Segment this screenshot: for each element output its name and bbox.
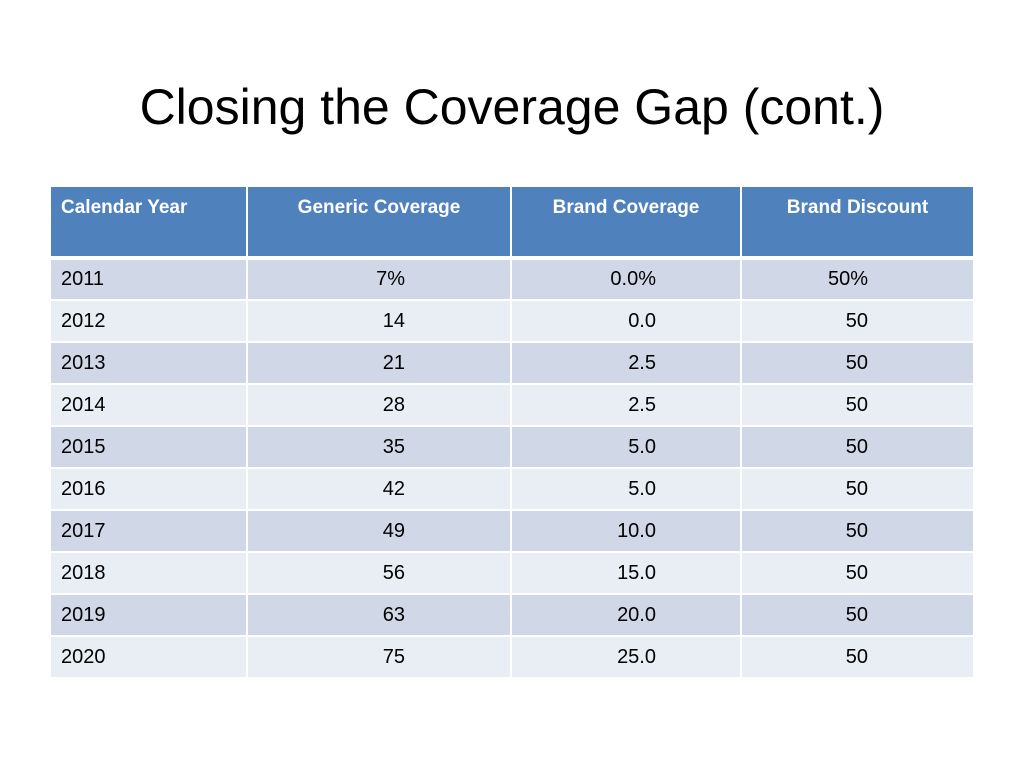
table-row: 2016 42 5.0 50 [51, 468, 973, 511]
cell-generic: 56 [247, 552, 512, 595]
cell-year: 2013 [51, 342, 248, 385]
header-calendar-year: Calendar Year [51, 187, 248, 260]
cell-year: 2018 [51, 552, 248, 595]
cell-generic: 49 [247, 510, 512, 553]
cell-generic: 35 [247, 426, 512, 469]
cell-brand: 20.0 [511, 594, 742, 637]
cell-brand: 5.0 [511, 426, 742, 469]
cell-year: 2011 [51, 258, 248, 301]
cell-discount: 50 [741, 426, 973, 469]
cell-generic: 75 [247, 636, 512, 679]
header-brand-discount: Brand Discount [741, 187, 973, 260]
cell-generic: 63 [247, 594, 512, 637]
cell-brand: 2.5 [511, 384, 742, 427]
table-row: 2014 28 2.5 50 [51, 384, 973, 427]
cell-discount: 50 [741, 594, 973, 637]
cell-brand: 15.0 [511, 552, 742, 595]
table-header-row: Calendar Year Generic Coverage Brand Cov… [51, 187, 973, 260]
cell-year: 2016 [51, 468, 248, 511]
cell-discount: 50 [741, 342, 973, 385]
table-row: 2020 75 25.0 50 [51, 636, 973, 679]
cell-generic: 42 [247, 468, 512, 511]
coverage-table: Calendar Year Generic Coverage Brand Cov… [51, 187, 973, 679]
table-row: 2017 49 10.0 50 [51, 510, 973, 553]
cell-year: 2017 [51, 510, 248, 553]
cell-brand: 2.5 [511, 342, 742, 385]
table-row: 2013 21 2.5 50 [51, 342, 973, 385]
cell-discount: 50% [741, 258, 973, 301]
cell-discount: 50 [741, 468, 973, 511]
slide-title: Closing the Coverage Gap (cont.) [139, 79, 885, 135]
cell-discount: 50 [741, 300, 973, 343]
table-row: 2011 7% 0.0% 50% [51, 258, 973, 301]
cell-year: 2012 [51, 300, 248, 343]
cell-discount: 50 [741, 636, 973, 679]
table-row: 2019 63 20.0 50 [51, 594, 973, 637]
cell-discount: 50 [741, 552, 973, 595]
cell-brand: 25.0 [511, 636, 742, 679]
table-row: 2012 14 0.0 50 [51, 300, 973, 343]
cell-year: 2020 [51, 636, 248, 679]
cell-generic: 21 [247, 342, 512, 385]
cell-brand: 0.0 [511, 300, 742, 343]
cell-brand: 0.0% [511, 258, 742, 301]
cell-generic: 14 [247, 300, 512, 343]
cell-year: 2015 [51, 426, 248, 469]
cell-discount: 50 [741, 384, 973, 427]
cell-generic: 28 [247, 384, 512, 427]
cell-year: 2019 [51, 594, 248, 637]
cell-year: 2014 [51, 384, 248, 427]
table-row: 2015 35 5.0 50 [51, 426, 973, 469]
header-generic-coverage: Generic Coverage [247, 187, 512, 260]
cell-brand: 10.0 [511, 510, 742, 553]
table-row: 2018 56 15.0 50 [51, 552, 973, 595]
cell-generic: 7% [247, 258, 512, 301]
header-brand-coverage: Brand Coverage [511, 187, 742, 260]
cell-brand: 5.0 [511, 468, 742, 511]
cell-discount: 50 [741, 510, 973, 553]
